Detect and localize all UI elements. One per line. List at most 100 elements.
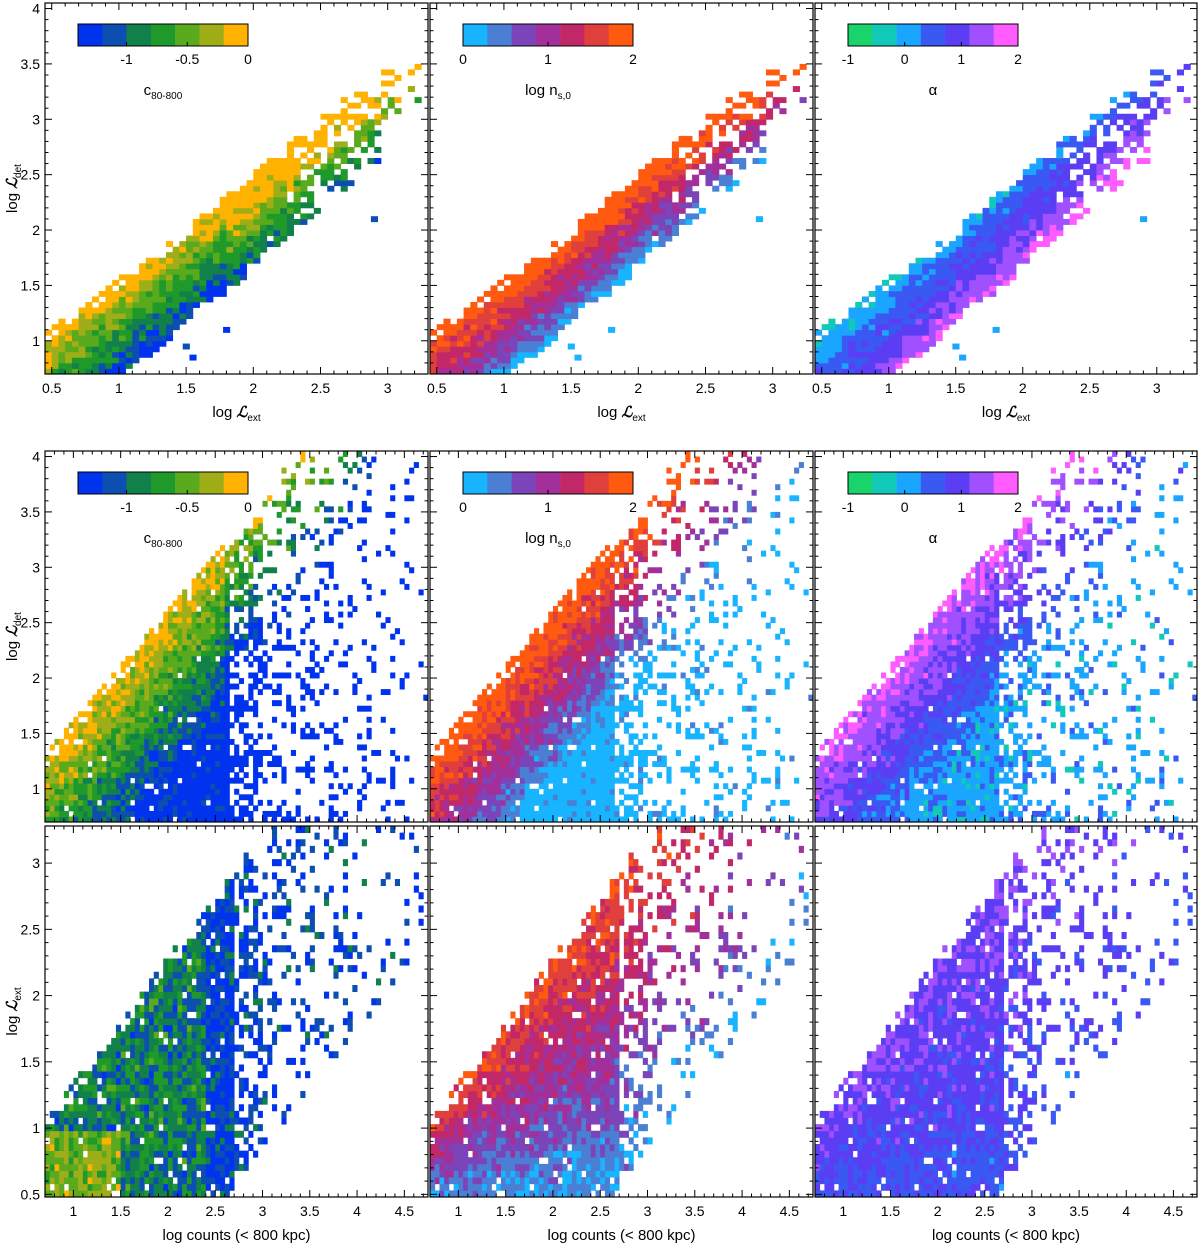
heatmap-cell [671,218,680,225]
heatmap-cell [63,727,70,734]
heatmap-cell [224,722,230,729]
heatmap-cell [491,799,497,806]
heatmap-cell [78,307,86,314]
heatmap-cell [125,346,133,353]
heatmap-cell [453,799,459,806]
heatmap-cell [448,744,455,751]
heatmap-cell [186,235,194,242]
heatmap-cell [529,694,535,701]
heatmap-cell [149,694,155,701]
heatmap-cell [92,722,98,729]
heatmap-cell [1076,146,1084,153]
heatmap-cell [125,329,133,336]
heatmap-cell [149,761,155,768]
heatmap-cell [139,279,147,286]
colorbar-label: log ns,0 [525,82,571,102]
heatmap-cell [286,152,295,159]
heatmap-cell [463,772,469,779]
heatmap-cell [835,368,843,374]
heatmap-cell [130,683,136,690]
heatmap-cell [139,650,145,657]
heatmap-cell [618,218,626,225]
heatmap-cell [861,296,870,303]
heatmap-cell [665,213,673,220]
heatmap-cell [224,755,230,762]
heatmap-cell [186,711,192,718]
heatmap-cell [969,268,977,275]
heatmap-cell [196,711,202,718]
heatmap-cell [153,655,159,662]
heatmap-cell [1150,80,1158,87]
heatmap-cell [577,235,585,242]
heatmap-cell [191,777,197,784]
heatmap-cell [63,755,70,762]
heatmap-cell [759,130,767,137]
heatmap-cell [201,738,207,745]
heatmap-cell [895,274,903,281]
heatmap-cell [182,711,188,718]
heatmap-cell [120,799,126,806]
heatmap-cell [97,788,103,795]
heatmap-cell [163,705,169,712]
heatmap-cell [821,362,829,369]
heatmap-cell [212,257,221,264]
heatmap-cell [267,761,273,768]
heatmap-cell [172,689,178,696]
heatmap-cell [286,185,295,192]
heatmap-cell [510,788,516,795]
heatmap-cell [201,644,207,651]
heatmap-cell [323,617,330,624]
heatmap-cell [517,324,525,331]
heatmap-cell [745,135,753,142]
heatmap-cell [233,274,241,281]
heatmap-cell [246,185,254,192]
heatmap-cell [290,506,297,513]
heatmap-cell [1042,196,1050,203]
heatmap-cell [139,772,145,779]
heatmap-cell [544,268,552,275]
heatmap-cell [333,113,342,120]
heatmap-cell [172,268,180,275]
heatmap-cell [196,572,202,579]
heatmap-cell [992,326,1000,333]
heatmap-cell [101,722,107,729]
heatmap-cell [390,766,396,773]
heatmap-cell [144,766,150,773]
heatmap-cell [519,799,525,806]
heatmap-cell [246,207,254,214]
heatmap-cell [97,738,103,745]
heatmap-cell [1022,230,1030,236]
heatmap-cell [78,816,84,822]
heatmap-cell [895,318,903,325]
heatmap-cell [458,761,464,768]
heatmap-cell [928,313,937,320]
heatmap-cell [201,716,207,723]
heatmap-cell [246,218,254,225]
heatmap-cell [248,567,254,574]
heatmap-cell [745,146,753,153]
heatmap-cell [153,650,159,657]
heatmap-cell [172,683,178,690]
heatmap-cell [191,600,197,607]
heatmap-cell [219,783,226,790]
heatmap-cell [215,672,221,679]
heatmap-cell [253,617,259,624]
heatmap-cell [1009,213,1017,220]
heatmap-cell [618,202,626,209]
heatmap-cell [995,235,1004,242]
heatmap-cell [276,628,282,635]
heatmap-cell [470,318,478,325]
heatmap-cell [995,202,1004,209]
heatmap-cell [286,644,292,651]
heatmap-cell [191,678,197,684]
heatmap-cell [458,783,464,790]
heatmap-cell [436,362,444,369]
heatmap-cell [210,672,216,679]
heatmap-cell [500,788,507,795]
heatmap-cell [224,628,230,635]
heatmap-cell [215,799,221,806]
heatmap-cell [500,727,507,734]
heatmap-cell [1096,185,1104,192]
heatmap-cell [529,700,535,707]
